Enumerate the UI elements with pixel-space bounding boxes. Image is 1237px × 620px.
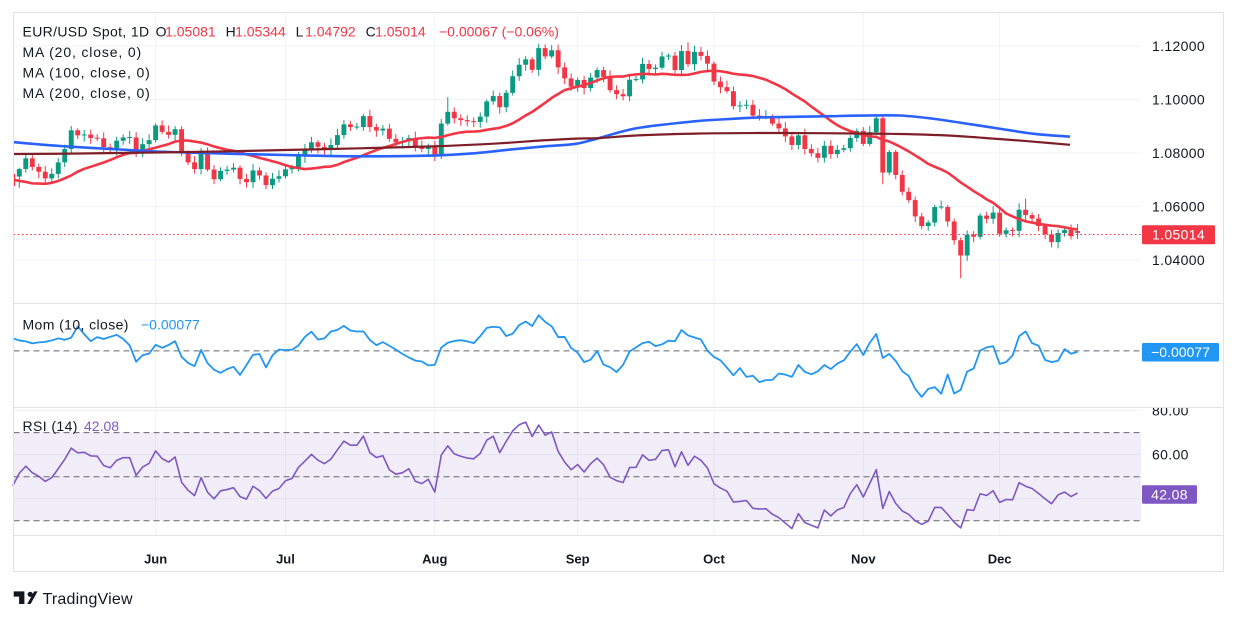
svg-text:1.04792: 1.04792 (305, 23, 356, 39)
svg-text:1.12000: 1.12000 (1152, 38, 1205, 54)
svg-text:MA (100, close, 0): MA (100, close, 0) (23, 64, 151, 80)
svg-text:1.05014: 1.05014 (375, 23, 426, 39)
svg-text:1.06000: 1.06000 (1152, 198, 1205, 214)
svg-text:Oct: Oct (703, 552, 725, 567)
svg-text:42.08: 42.08 (1151, 486, 1188, 502)
svg-text:1.08000: 1.08000 (1152, 145, 1205, 161)
svg-text:Mom (10, close): Mom (10, close) (23, 316, 129, 332)
svg-text:1.04000: 1.04000 (1152, 252, 1205, 268)
svg-text:−0.00067 (−0.06%): −0.00067 (−0.06%) (439, 23, 559, 39)
svg-text:1.10000: 1.10000 (1152, 91, 1205, 107)
svg-text:Jun: Jun (144, 552, 167, 567)
svg-text:MA (200, close, 0): MA (200, close, 0) (23, 85, 151, 101)
svg-text:TradingView: TradingView (43, 591, 133, 608)
svg-text:C: C (366, 23, 376, 39)
svg-text:Nov: Nov (851, 552, 876, 567)
svg-text:L: L (296, 23, 304, 39)
svg-text:1.05344: 1.05344 (235, 23, 286, 39)
svg-text:MA (20, close, 0): MA (20, close, 0) (23, 44, 143, 60)
svg-text:EUR/USD Spot, 1D: EUR/USD Spot, 1D (23, 23, 150, 39)
svg-text:Jul: Jul (276, 552, 295, 567)
svg-text:RSI (14): RSI (14) (23, 418, 78, 434)
svg-text:−0.00077: −0.00077 (1151, 344, 1210, 360)
svg-text:80.00: 80.00 (1152, 402, 1189, 418)
svg-text:H: H (226, 23, 236, 39)
svg-text:60.00: 60.00 (1152, 446, 1189, 462)
svg-text:−0.00077: −0.00077 (141, 316, 200, 332)
svg-text:1.05081: 1.05081 (165, 23, 216, 39)
svg-text:Aug: Aug (422, 552, 447, 567)
svg-text:42.08: 42.08 (84, 418, 119, 434)
svg-text:O: O (156, 23, 167, 39)
svg-text:Sep: Sep (566, 552, 590, 567)
svg-text:1.05014: 1.05014 (1152, 227, 1205, 243)
svg-text:Dec: Dec (988, 552, 1012, 567)
